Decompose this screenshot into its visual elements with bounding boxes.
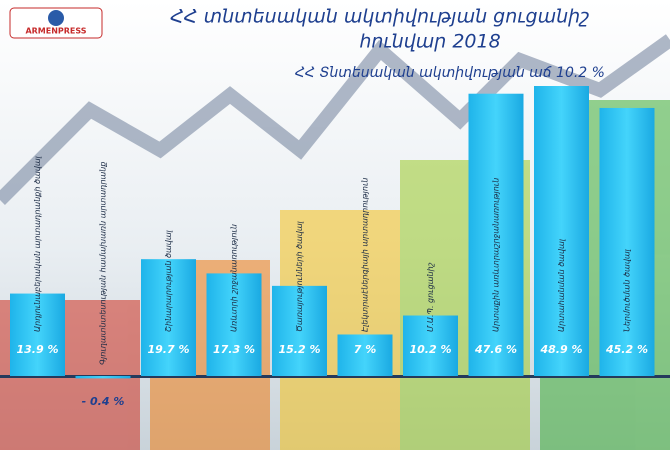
value-label: 47.6 % <box>474 343 517 356</box>
category-label: Էլեկտրաէներգիայի արտադրություն <box>361 178 370 333</box>
annotation: ՀՀ Տնտեսական ակտիվության աճ 10.2 % <box>295 65 605 81</box>
value-label: 7 % <box>354 343 377 356</box>
value-label: 19.7 % <box>148 343 190 356</box>
category-label: Շինարարության ծավալ <box>164 230 173 332</box>
category-label: Ներմուծման ծավալ <box>623 249 632 332</box>
value-label: 13.9 % <box>17 343 59 356</box>
bar <box>337 334 393 376</box>
bar <box>272 285 327 376</box>
logo-text: ARMENPRESS <box>25 27 86 36</box>
value-label: 10.2 % <box>410 343 452 356</box>
bar <box>141 259 196 376</box>
bar <box>599 107 655 376</box>
category-label: Ծառայությունների ծավալ <box>295 221 304 332</box>
value-label: 17.3 % <box>213 343 255 356</box>
category-label: Գյուղատնտեսության համախառն արտադրանք <box>99 162 108 365</box>
bar <box>403 315 458 376</box>
category-label: Առևտրի շրջանառություն <box>230 224 239 332</box>
category-label: Մ.Ա.Պ. ցուցանիշ <box>426 262 435 332</box>
category-label: Արտահանման ծավալ <box>557 239 566 332</box>
category-label: Արդյունաբերական արտադրանքի ծավալ <box>33 156 42 332</box>
bar <box>75 376 131 379</box>
chart-title: ՀՀ տնտեսական ակտիվության ցուցանիշ <box>170 6 589 28</box>
chart-subtitle: հունվար 2018 <box>359 31 500 53</box>
category-label: Արտաքին առևտրաշրջանառություն <box>492 178 501 332</box>
bar <box>10 293 65 376</box>
baseline <box>0 375 670 378</box>
value-label: 45.2 % <box>605 343 648 356</box>
bar <box>206 273 262 376</box>
value-label: - 0.4 % <box>82 395 125 408</box>
logo: ARMENPRESS <box>9 7 103 39</box>
value-label: 48.9 % <box>540 343 583 356</box>
bar <box>468 93 524 377</box>
bar <box>534 86 589 376</box>
value-label: 15.2 % <box>279 343 321 356</box>
